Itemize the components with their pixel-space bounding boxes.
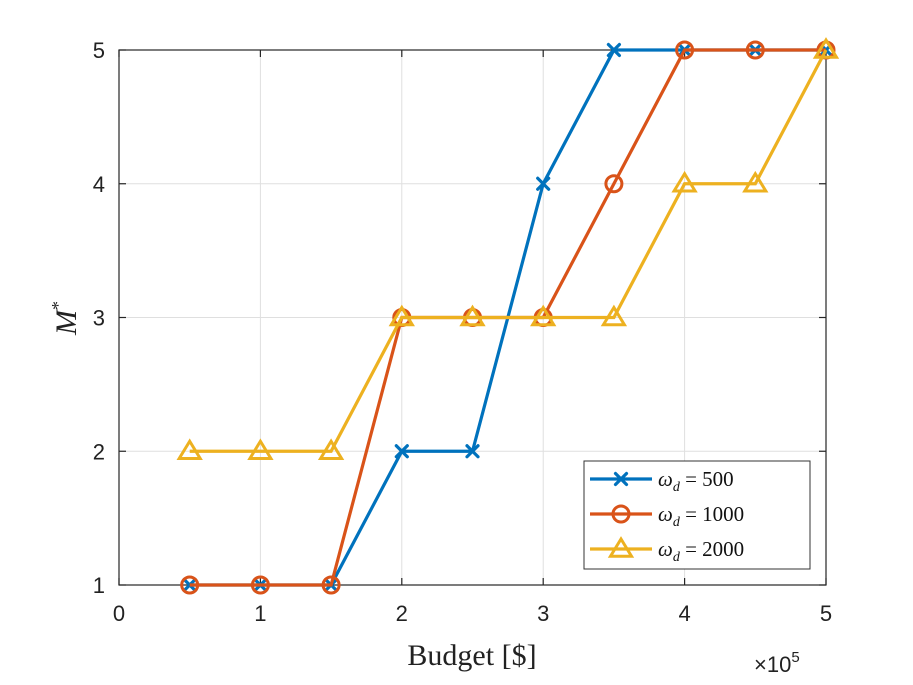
legend-entry: ωd = 1000 — [590, 502, 744, 530]
x-tick-label: 3 — [537, 601, 549, 626]
data-point-marker — [459, 304, 486, 327]
legend-entries: ωd = 500 ωd = 1000 ωd = 2000 — [590, 467, 744, 565]
x-exponent-power: 5 — [791, 649, 799, 666]
series-line — [189, 49, 828, 453]
data-point-marker — [600, 304, 628, 327]
data-point-marker — [176, 438, 203, 460]
x-axis-label: Budget [$] — [407, 639, 536, 672]
y-tick-label: 2 — [93, 439, 105, 464]
legend-entry: ωd = 500 — [590, 467, 734, 495]
data-point-marker — [536, 176, 551, 191]
legend-marker — [613, 471, 629, 487]
data-point-marker — [671, 170, 698, 193]
data-point-marker — [745, 40, 765, 60]
data-point-marker — [604, 174, 624, 194]
data-point-marker — [180, 575, 200, 595]
data-point-marker — [394, 444, 409, 459]
data-point-marker — [250, 575, 270, 595]
legend-label: ωd = 500 — [658, 467, 734, 495]
legend: ωd = 500 ωd = 1000 ωd = 2000 — [583, 460, 811, 570]
x-tick-label: 1 — [254, 601, 266, 626]
data-point-marker — [675, 40, 695, 60]
y-axis-label-group: M* — [48, 301, 83, 336]
x-exponent-label: ×105 — [754, 649, 800, 677]
legend-marker — [607, 536, 635, 558]
x-tick-label: 2 — [396, 601, 408, 626]
legend-label: ωd = 2000 — [658, 537, 744, 565]
legend-label: ωd = 1000 — [658, 502, 744, 530]
data-point-marker — [388, 304, 415, 327]
data-point-marker — [465, 444, 480, 459]
data-point-marker — [812, 37, 840, 59]
y-axis-label: M — [50, 308, 83, 336]
x-exponent-base: ×10 — [754, 652, 791, 677]
legend-marker — [611, 504, 631, 524]
legend-entry: ωd = 2000 — [590, 536, 744, 565]
x-tick-label: 4 — [678, 601, 690, 626]
y-tick-label: 1 — [93, 573, 105, 598]
x-tick-label: 5 — [820, 601, 832, 626]
y-axis-label-superscript: * — [48, 301, 68, 310]
data-point-marker — [321, 575, 341, 595]
y-tick-label: 5 — [93, 38, 105, 63]
svg-text:M*: M* — [48, 301, 83, 336]
data-point-marker — [317, 438, 345, 460]
x-tick-label: 0 — [113, 601, 125, 626]
y-tick-label: 3 — [93, 306, 105, 331]
series-3 — [176, 37, 840, 460]
data-point-marker — [247, 438, 274, 460]
data-point-marker — [606, 42, 622, 58]
data-point-marker — [530, 304, 557, 327]
series-lines — [176, 37, 840, 595]
data-point-marker — [742, 170, 769, 193]
y-tick-label: 4 — [93, 172, 105, 197]
